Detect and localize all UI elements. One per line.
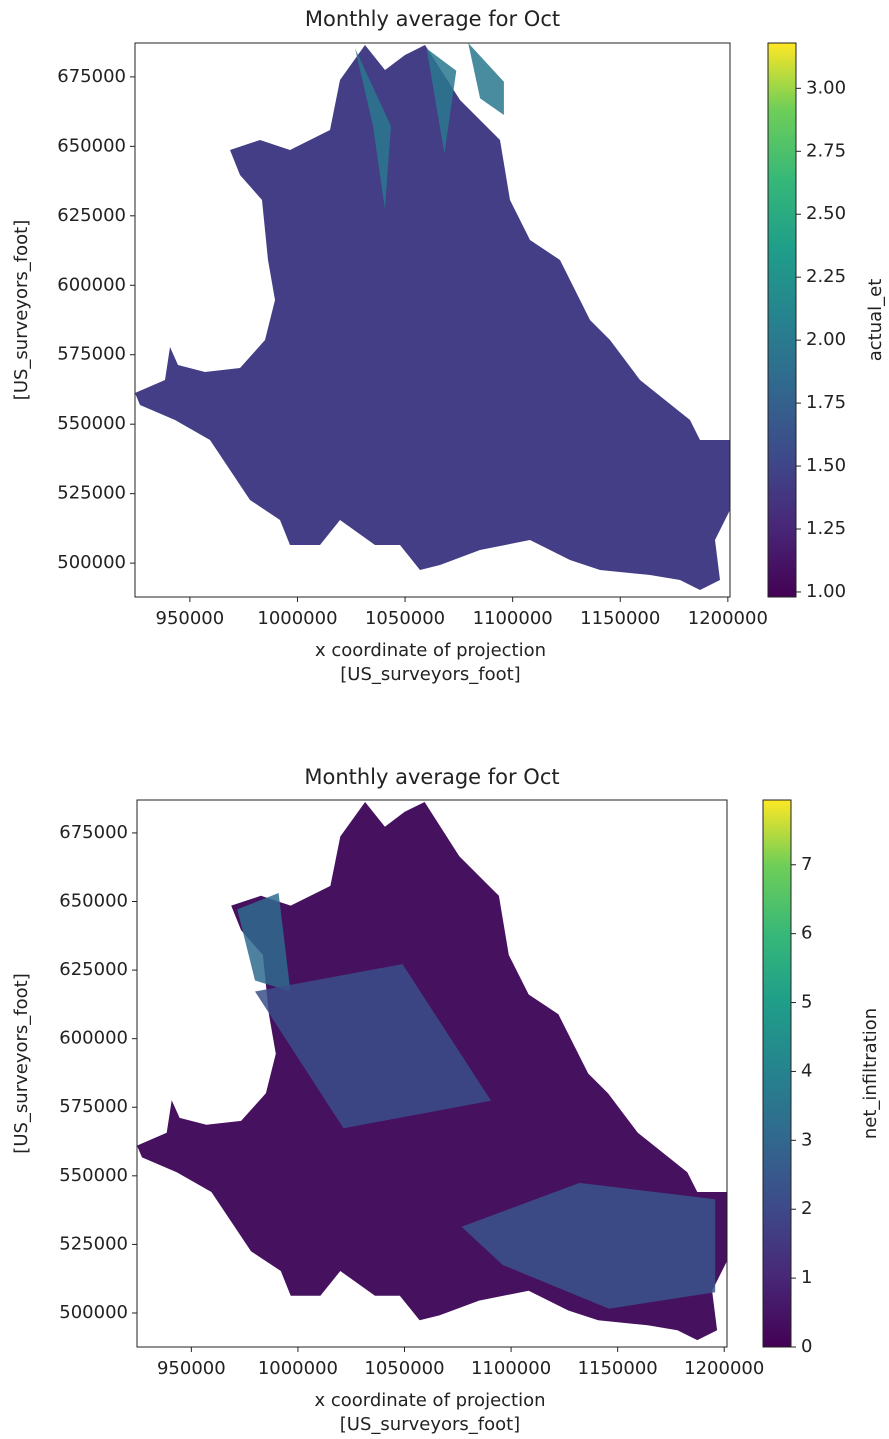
y-tick-label: 575000 [59,1096,128,1117]
colorbar-tick-label: 6 [801,923,812,944]
y-tick-label: 600000 [57,274,126,295]
x-axis-label: [US_surveyors_foot] [340,1414,520,1435]
colorbar-tick-label: 1.50 [806,455,846,476]
x-axis-label: x coordinate of projection [314,1390,545,1411]
colorbar-tick-label: 1.75 [806,392,846,413]
colorbar-tick-label: 2.25 [806,266,846,287]
x-tick-label: 950000 [156,608,225,629]
colorbar-tick-label: 1.00 [806,581,846,602]
y-tick-label: 550000 [57,413,126,434]
colorbar-tick-label: 0 [801,1336,812,1357]
y-tick-label: 625000 [57,205,126,226]
plot-frame [134,42,731,598]
raster-region [237,893,291,992]
x-tick-label: 1100000 [471,1358,551,1379]
colorbar-tick-label: 5 [801,992,812,1013]
y-tick-label: 550000 [59,1165,128,1186]
y-tick-label: 650000 [59,890,128,911]
x-tick-label: 1050000 [364,1358,444,1379]
colorbar [762,799,792,1348]
y-tick-label: 525000 [59,1233,128,1254]
y-tick-label: 625000 [59,959,128,980]
x-tick-label: 1100000 [473,608,553,629]
x-tick-label: 1200000 [684,1358,764,1379]
x-tick-label: 1000000 [257,608,337,629]
colorbar-tick-label: 2.75 [806,140,846,161]
raster-region [355,48,391,210]
raster-region [461,1182,716,1309]
y-tick-label: 675000 [57,66,126,87]
chart: Monthly average for Oct 950000 1000000 1050… [11,7,886,685]
x-axis-label: x coordinate of projection [315,640,546,661]
chart-title: Monthly average for Oct [304,765,559,789]
colorbar-tick-label: 4 [801,1060,812,1081]
x-tick-label: 950000 [157,1358,226,1379]
colorbar-label: actual_et [865,279,886,362]
x-tick-label: 1050000 [365,608,445,629]
y-tick-label: 650000 [57,135,126,156]
colorbar-tick-label: 3.00 [806,77,846,98]
colorbar [767,42,797,598]
x-tick-label: 1150000 [578,1358,658,1379]
chart-title: Monthly average for Oct [305,7,560,31]
raster-region [468,43,504,115]
x-tick-label: 1000000 [258,1358,338,1379]
x-tick-label: 1200000 [688,608,768,629]
y-tick-label: 500000 [57,552,126,573]
colorbar-tick-label: 3 [801,1129,812,1150]
x-tick-label: 1150000 [580,608,660,629]
colorbar-tick-label: 2.50 [806,203,846,224]
y-axis-label: [US_surveyors_foot] [11,220,32,400]
colorbar-tick-label: 2.00 [806,329,846,350]
y-axis-label: [US_surveyors_foot] [11,973,32,1153]
colorbar-tick-label: 7 [801,854,812,875]
y-tick-label: 675000 [59,822,128,843]
x-axis-label: [US_surveyors_foot] [340,664,520,685]
y-tick-label: 525000 [57,483,126,504]
raster-region [426,48,457,154]
raster-region [135,45,730,590]
y-tick-label: 575000 [57,344,126,365]
colorbar-tick-label: 2 [801,1198,812,1219]
colorbar-tick-label: 1 [801,1267,812,1288]
colorbar-tick-label: 1.25 [806,518,846,539]
plot-frame [136,799,728,1348]
y-tick-label: 500000 [59,1302,128,1323]
raster-region [255,964,491,1129]
y-tick-label: 600000 [59,1028,128,1049]
colorbar-label: net_infiltration [860,1008,881,1139]
